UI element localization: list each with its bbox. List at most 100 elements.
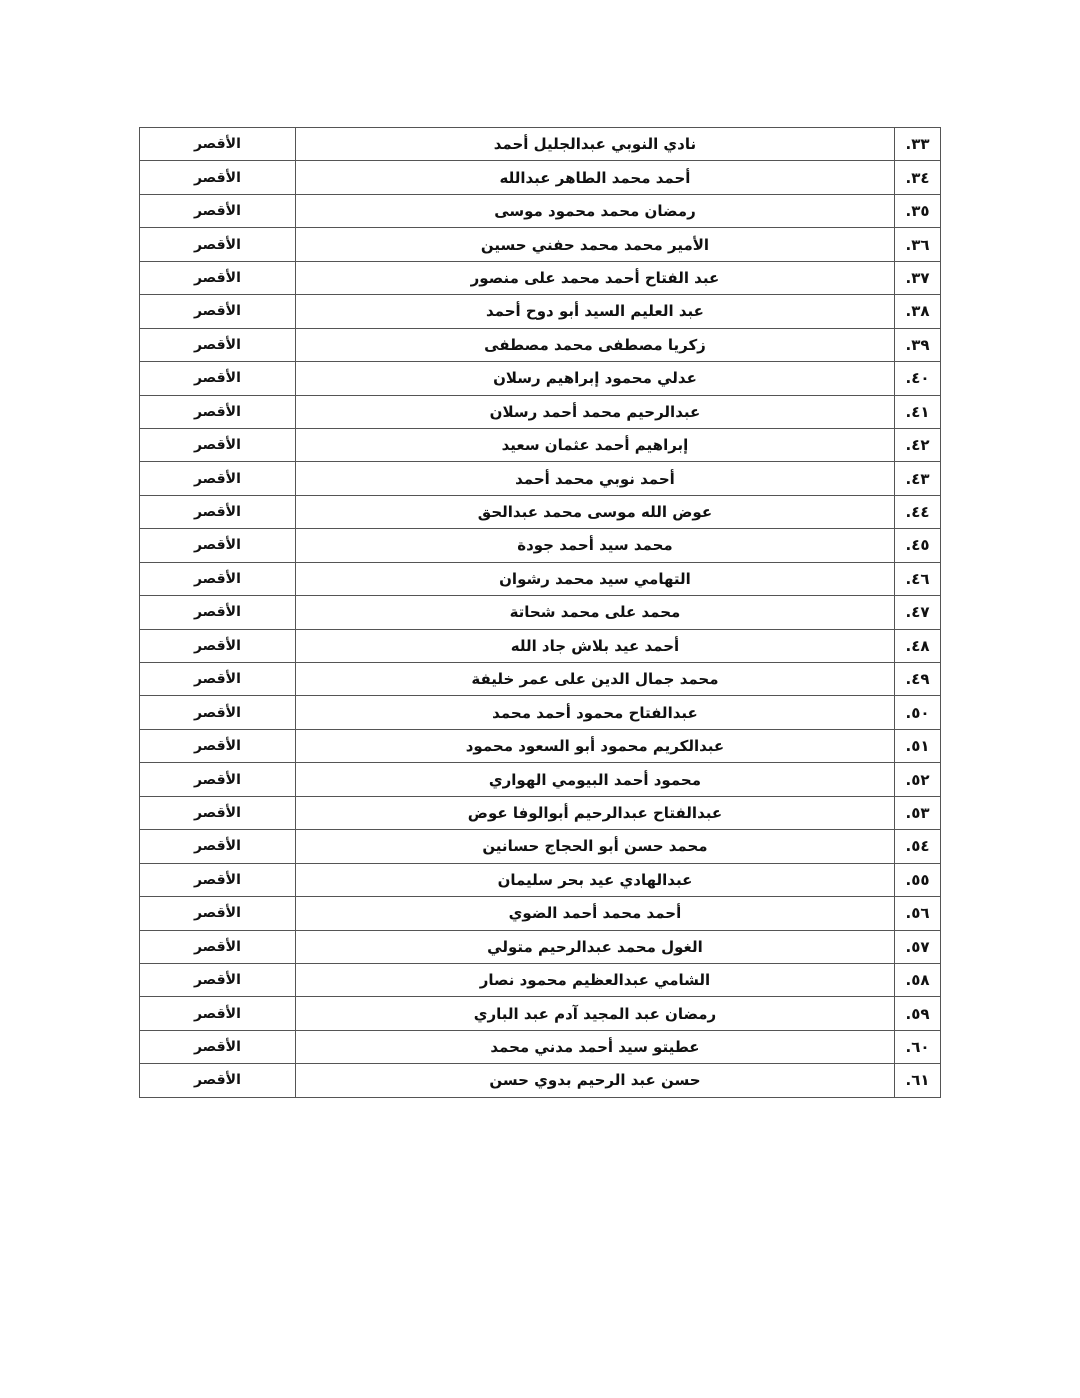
- governorate: الأقصر: [139, 896, 296, 931]
- person-name: الغول محمد عبدالرحيم متولي: [294, 929, 896, 964]
- table-row: ٥٩. رمضان عبد المجيد آدم عبد الباري الأقصر: [139, 996, 941, 1031]
- row-number: ٦٠.: [894, 1029, 941, 1065]
- row-number: ٤٣.: [894, 461, 941, 496]
- person-name: أحمد نوبي محمد أحمد: [294, 461, 896, 496]
- governorate: الأقصر: [139, 762, 296, 797]
- person-name: عبدالكريم محمود أبو السعود محمود: [294, 728, 896, 764]
- table-row: ٣٦. الأمير محمد محمد حفني حسين الأقصر: [139, 227, 941, 262]
- governorate: الأقصر: [139, 394, 296, 429]
- governorate: الأقصر: [139, 1029, 296, 1065]
- table-row: ٤٩. محمد جمال الدين على عمر خليفة الأقصر: [139, 661, 941, 697]
- governorate: الأقصر: [139, 528, 296, 563]
- person-name: عدلي محمود إبراهيم رسلان: [294, 361, 896, 396]
- row-number: ٥١.: [894, 728, 941, 764]
- row-number: ٤١.: [894, 394, 941, 429]
- governorate: الأقصر: [139, 361, 296, 396]
- row-number: ٦١.: [894, 1063, 941, 1098]
- person-name: زكريا مصطفى محمد مصطفى: [294, 327, 896, 363]
- governorate: الأقصر: [139, 461, 296, 496]
- governorate: الأقصر: [139, 929, 296, 964]
- row-number: ٤٦.: [894, 561, 941, 597]
- person-name: التهامي سيد محمد رشوان: [294, 561, 896, 597]
- governorate: الأقصر: [139, 962, 296, 998]
- person-name: عبد العليم السيد أبو دوح أحمد: [294, 294, 896, 329]
- row-number: ٤٨.: [894, 628, 941, 664]
- person-name: نادي النوبي عبدالجليل أحمد: [294, 126, 896, 162]
- row-number: ٥٢.: [894, 762, 941, 797]
- governorate: الأقصر: [139, 628, 296, 664]
- table-row: ٤٨. أحمد عيد بلاش جاد الله الأقصر: [139, 628, 941, 664]
- table-row: ٥٠. عبدالفتاح محمود أحمد محمد الأقصر: [139, 695, 941, 730]
- row-number: ٣٤.: [894, 160, 941, 195]
- governorate: الأقصر: [139, 795, 296, 831]
- row-number: ٣٦.: [894, 227, 941, 262]
- row-number: ٣٨.: [894, 294, 941, 329]
- person-name: عبدالفتاح عبدالرحيم أبوالوفا عوض: [294, 795, 896, 831]
- person-name: عبدالرحيم محمد أحمد رسلان: [294, 394, 896, 429]
- person-name: محمد سيد أحمد جودة: [294, 528, 896, 563]
- person-name: محمد على محمد شحاتة: [294, 595, 896, 630]
- table-row: ٥٥. عبدالهادي عيد بحر سليمان الأقصر: [139, 862, 941, 898]
- person-name: محمد جمال الدين على عمر خليفة: [294, 661, 896, 697]
- governorate: الأقصر: [139, 260, 296, 296]
- row-number: ٤٩.: [894, 661, 941, 697]
- governorate: الأقصر: [139, 327, 296, 363]
- person-name: أحمد محمد الطاهر عبدالله: [294, 160, 896, 195]
- table-row: ٦٠. عطيتو سيد أحمد مدني محمد الأقصر: [139, 1029, 941, 1065]
- table-row: ٣٥. رمضان محمد محمود موسى الأقصر: [139, 193, 941, 229]
- row-number: ٥٧.: [894, 929, 941, 964]
- person-name: عبد الفتاح أحمد محمد على منصور: [294, 260, 896, 296]
- table-row: ٤٦. التهامي سيد محمد رشوان الأقصر: [139, 561, 941, 597]
- table-row: ٣٤. أحمد محمد الطاهر عبدالله الأقصر: [139, 160, 941, 195]
- governorate: الأقصر: [139, 227, 296, 262]
- row-number: ٥٦.: [894, 896, 941, 931]
- table-row: ٥٤. محمد حسن أبو الحجاج حسانين الأقصر: [139, 829, 941, 864]
- person-name: الأمير محمد محمد حفني حسين: [294, 227, 896, 262]
- table-row: ٤٤. عوض الله موسى محمد عبدالحق الأقصر: [139, 494, 941, 530]
- governorate: الأقصر: [139, 160, 296, 195]
- row-number: ٥٩.: [894, 996, 941, 1031]
- person-name: عوض الله موسى محمد عبدالحق: [294, 494, 896, 530]
- table-row: ٣٩. زكريا مصطفى محمد مصطفى الأقصر: [139, 327, 941, 363]
- governorate: الأقصر: [139, 996, 296, 1031]
- person-name: أحمد عيد بلاش جاد الله: [294, 628, 896, 664]
- row-number: ٣٧.: [894, 260, 941, 296]
- table-row: ٤٥. محمد سيد أحمد جودة الأقصر: [139, 528, 941, 563]
- row-number: ٤٥.: [894, 528, 941, 563]
- person-name: رمضان عبد المجيد آدم عبد الباري: [294, 996, 896, 1031]
- row-number: ٤٤.: [894, 494, 941, 530]
- person-name: حسن عبد الرحيم بدوي حسن: [294, 1063, 896, 1098]
- table-row: ٤٢. إبراهيم أحمد عثمان سعيد الأقصر: [139, 427, 941, 463]
- person-name: إبراهيم أحمد عثمان سعيد: [294, 427, 896, 463]
- row-number: ٣٣.: [894, 126, 941, 162]
- person-name: عطيتو سيد أحمد مدني محمد: [294, 1029, 896, 1065]
- table-row: ٥٢. محمود أحمد البيومي الهواري الأقصر: [139, 762, 941, 797]
- table-row: ٥٧. الغول محمد عبدالرحيم متولي الأقصر: [139, 929, 941, 964]
- person-name: محمد حسن أبو الحجاج حسانين: [294, 829, 896, 864]
- names-table: ٣٣. نادي النوبي عبدالجليل أحمد الأقصر ٣٤. أح…: [139, 126, 941, 1098]
- governorate: الأقصر: [139, 126, 296, 162]
- governorate: الأقصر: [139, 1063, 296, 1098]
- governorate: الأقصر: [139, 661, 296, 697]
- governorate: الأقصر: [139, 561, 296, 597]
- row-number: ٣٩.: [894, 327, 941, 363]
- governorate: الأقصر: [139, 494, 296, 530]
- row-number: ٥٣.: [894, 795, 941, 831]
- governorate: الأقصر: [139, 695, 296, 730]
- person-name: الشامي عبدالعظيم محمود نصار: [294, 962, 896, 998]
- governorate: الأقصر: [139, 728, 296, 764]
- governorate: الأقصر: [139, 595, 296, 630]
- table-row: ٥١. عبدالكريم محمود أبو السعود محمود الأقص…: [139, 728, 941, 764]
- row-number: ٤٠.: [894, 361, 941, 396]
- table-row: ٤١. عبدالرحيم محمد أحمد رسلان الأقصر: [139, 394, 941, 429]
- table-row: ٣٧. عبد الفتاح أحمد محمد على منصور الأقصر: [139, 260, 941, 296]
- governorate: الأقصر: [139, 829, 296, 864]
- table-row: ٥٦. أحمد محمد أحمد الضوي الأقصر: [139, 896, 941, 931]
- row-number: ٣٥.: [894, 193, 941, 229]
- row-number: ٥٤.: [894, 829, 941, 864]
- row-number: ٤٢.: [894, 427, 941, 463]
- names-table-body: ٣٣. نادي النوبي عبدالجليل أحمد الأقصر ٣٤. أح…: [139, 126, 941, 1098]
- row-number: ٥٥.: [894, 862, 941, 898]
- governorate: الأقصر: [139, 862, 296, 898]
- table-row: ٣٨. عبد العليم السيد أبو دوح أحمد الأقصر: [139, 294, 941, 329]
